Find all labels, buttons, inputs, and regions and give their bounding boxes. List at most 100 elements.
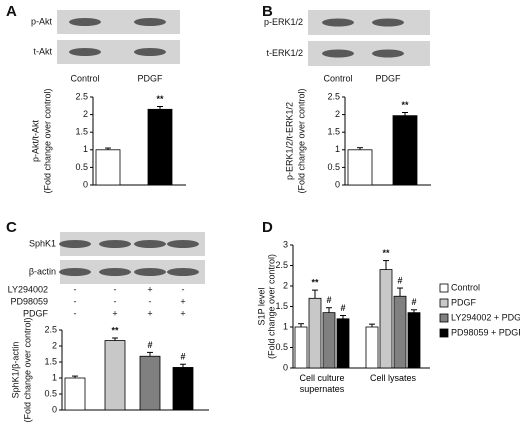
blot-band xyxy=(322,49,354,58)
significance-label: # xyxy=(397,275,402,285)
error-bar xyxy=(411,309,417,313)
y-tick-label: 2 xyxy=(283,280,288,290)
blot-band xyxy=(167,240,199,248)
significance-label: ** xyxy=(401,100,409,110)
y-tick-label: 3 xyxy=(283,239,288,249)
y-tick-label: 0 xyxy=(52,404,57,414)
bar xyxy=(379,269,393,369)
lane-label: PDGF xyxy=(137,73,163,83)
treatment-sign: + xyxy=(180,296,185,306)
legend-swatch xyxy=(439,313,449,323)
blot-band xyxy=(134,48,166,56)
blot-label: t-ERK1/2 xyxy=(266,48,303,58)
y-axis-label: p-Akt/t-Akt xyxy=(30,120,40,163)
bar xyxy=(172,367,194,411)
y-axis-label: p-ERK1/2/t-ERK1/2 xyxy=(284,102,294,180)
error-bar xyxy=(326,307,332,313)
y-axis-label: (Fold change over control) xyxy=(266,254,276,359)
bar xyxy=(308,297,322,369)
legend-label: PD98059 + PDGF xyxy=(451,327,520,337)
y-tick-label: 0.5 xyxy=(327,162,340,172)
panel-letter: D xyxy=(262,219,273,236)
error-bar xyxy=(72,375,78,378)
bar xyxy=(336,318,350,369)
y-tick-label: 2.5 xyxy=(327,91,340,101)
blot-band xyxy=(372,18,404,27)
y-tick-label: 1 xyxy=(335,144,340,154)
bar xyxy=(294,326,308,369)
y-tick-label: 0 xyxy=(83,179,88,189)
legend-label: PDGF xyxy=(451,297,477,307)
legend-swatch xyxy=(439,283,449,293)
lane-label: Control xyxy=(70,73,99,83)
bar xyxy=(392,115,418,186)
error-bar xyxy=(147,351,153,357)
y-tick-label: 1.5 xyxy=(44,356,57,366)
bar xyxy=(95,149,121,186)
blot-band xyxy=(69,18,101,26)
y-tick-label: 2 xyxy=(335,109,340,119)
lane-label: Control xyxy=(323,73,352,83)
significance-label: # xyxy=(147,340,152,350)
y-tick-label: 0.5 xyxy=(275,342,288,352)
error-bar xyxy=(357,147,363,150)
y-tick-label: 0.5 xyxy=(75,162,88,172)
significance-label: ** xyxy=(382,248,390,258)
blot-band xyxy=(99,240,131,248)
blot-band xyxy=(372,49,404,58)
blot-band xyxy=(167,268,199,276)
bar xyxy=(347,149,373,186)
panel-letter: B xyxy=(262,3,273,20)
y-tick-label: 2.5 xyxy=(275,260,288,270)
y-axis-label: SphK1/β-actin xyxy=(10,342,20,399)
blot-band xyxy=(69,48,101,56)
y-tick-label: 1.5 xyxy=(75,127,88,137)
category-wrapper: Cell lysates xyxy=(370,373,416,383)
treatment-label: PDGF xyxy=(23,308,49,318)
legend-swatch xyxy=(439,328,449,338)
y-axis-label: (Fold change over control) xyxy=(22,317,32,422)
treatment-sign: + xyxy=(147,308,152,318)
significance-label: ** xyxy=(311,277,319,287)
error-bar xyxy=(402,111,408,116)
error-bar xyxy=(340,315,346,319)
legend-swatch xyxy=(439,298,449,308)
y-tick-label: 1 xyxy=(52,372,57,382)
blot-band xyxy=(134,240,166,248)
y-tick-label: 0 xyxy=(335,179,340,189)
error-bar xyxy=(157,106,163,110)
y-axis-label: S1P level xyxy=(256,288,266,326)
treatment-sign: + xyxy=(112,308,117,318)
treatment-sign: - xyxy=(149,296,152,306)
significance-label: ** xyxy=(156,94,164,104)
significance-label: ** xyxy=(111,325,119,335)
treatment-sign: + xyxy=(147,284,152,294)
y-tick-label: 0.5 xyxy=(44,388,57,398)
treatment-sign: - xyxy=(74,296,77,306)
treatment-sign: + xyxy=(180,308,185,318)
blot-band xyxy=(99,268,131,276)
lane-label: PDGF xyxy=(375,73,401,83)
error-bar xyxy=(312,289,318,299)
y-tick-label: 1 xyxy=(283,321,288,331)
x-tick-label: Cell culture supernates xyxy=(299,373,345,394)
blot-band xyxy=(134,18,166,26)
bar xyxy=(393,295,407,369)
error-bar xyxy=(112,337,118,341)
error-bar xyxy=(105,147,111,150)
error-bar xyxy=(369,323,375,327)
treatment-sign: - xyxy=(74,308,77,318)
y-tick-label: 1.5 xyxy=(327,127,340,137)
significance-label: # xyxy=(340,303,345,313)
y-tick-label: 0 xyxy=(283,362,288,372)
treatment-sign: - xyxy=(114,296,117,306)
y-axis-label: (Fold change over control) xyxy=(296,88,306,193)
blot-label: SphK1 xyxy=(29,238,56,248)
bar xyxy=(64,377,86,411)
bar xyxy=(365,326,379,369)
blot-band xyxy=(134,268,166,276)
significance-label: # xyxy=(326,295,331,305)
y-tick-label: 1.5 xyxy=(275,301,288,311)
blot-label: p-ERK1/2 xyxy=(264,17,303,27)
